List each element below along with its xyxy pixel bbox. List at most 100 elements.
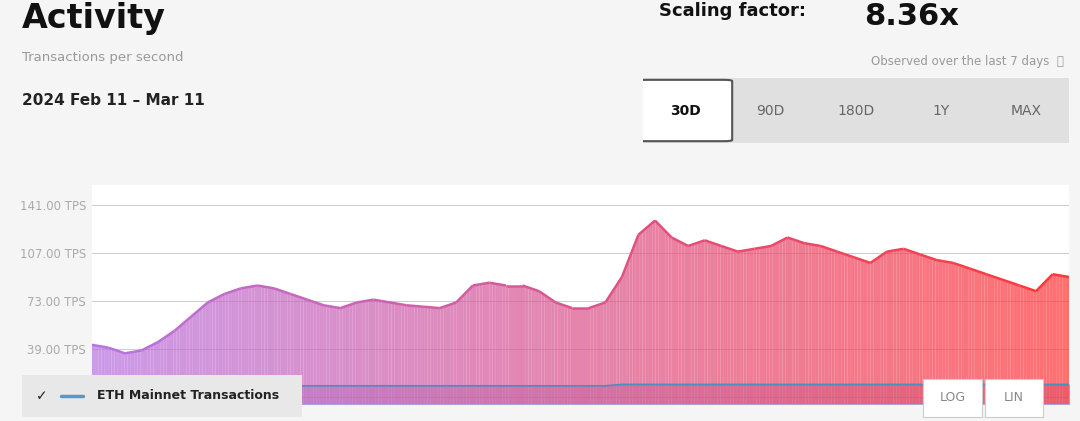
Polygon shape [932,258,935,404]
Polygon shape [975,270,978,404]
Polygon shape [528,288,531,404]
Polygon shape [245,287,248,404]
Polygon shape [777,242,780,404]
Polygon shape [656,221,659,404]
Polygon shape [604,301,607,404]
Polygon shape [219,295,222,404]
Text: Observed over the last 7 days  ⓘ: Observed over the last 7 days ⓘ [870,55,1064,68]
Polygon shape [150,344,153,404]
Polygon shape [265,287,268,404]
Polygon shape [111,349,114,404]
Polygon shape [916,253,919,404]
Polygon shape [483,283,486,404]
Polygon shape [613,285,617,404]
Polygon shape [457,298,460,404]
Polygon shape [239,288,242,404]
Polygon shape [809,244,812,404]
Polygon shape [982,272,985,404]
Polygon shape [1050,274,1053,404]
Polygon shape [659,224,662,404]
Polygon shape [730,249,733,404]
Polygon shape [581,308,584,404]
Polygon shape [522,285,525,404]
Polygon shape [620,274,623,404]
Polygon shape [594,305,597,404]
Polygon shape [408,305,411,404]
Polygon shape [890,250,893,404]
Polygon shape [186,318,190,404]
Polygon shape [880,254,883,404]
Polygon shape [737,251,740,404]
Polygon shape [548,297,551,404]
Polygon shape [183,321,186,404]
Polygon shape [756,248,759,404]
Polygon shape [688,245,691,404]
Polygon shape [557,303,561,404]
Polygon shape [392,303,395,404]
Polygon shape [991,276,995,404]
Polygon shape [399,304,402,404]
Polygon shape [258,285,261,404]
Polygon shape [274,288,278,404]
Polygon shape [1043,281,1047,404]
Polygon shape [766,246,769,404]
Polygon shape [278,290,281,404]
Polygon shape [669,234,672,404]
Polygon shape [617,281,620,404]
Polygon shape [538,291,541,404]
Polygon shape [832,250,835,404]
Polygon shape [284,292,287,404]
Polygon shape [463,292,467,404]
Polygon shape [229,291,232,404]
Polygon shape [544,295,548,404]
Polygon shape [326,306,329,404]
Polygon shape [913,252,916,404]
Polygon shape [1024,287,1027,404]
Polygon shape [303,298,307,404]
Polygon shape [349,304,352,404]
Polygon shape [179,324,183,404]
Polygon shape [939,261,942,404]
Polygon shape [480,284,483,404]
Polygon shape [851,256,854,404]
Polygon shape [806,243,809,404]
Polygon shape [470,285,473,404]
Polygon shape [1030,289,1034,404]
Polygon shape [124,353,127,404]
Polygon shape [147,346,150,404]
Text: 8.36x: 8.36x [864,2,959,31]
Polygon shape [160,338,163,404]
Polygon shape [492,283,496,404]
Polygon shape [630,250,633,404]
Polygon shape [395,303,399,404]
Polygon shape [995,277,998,404]
Polygon shape [193,312,197,404]
Polygon shape [783,238,786,404]
Polygon shape [825,248,828,404]
Polygon shape [268,287,271,404]
Polygon shape [972,269,975,404]
Polygon shape [743,250,746,404]
Polygon shape [206,302,210,404]
Polygon shape [372,300,375,404]
Polygon shape [329,306,333,404]
Polygon shape [525,286,528,404]
Polygon shape [541,293,544,404]
Polygon shape [672,237,675,404]
Polygon shape [896,249,900,404]
Polygon shape [704,240,707,404]
Polygon shape [346,305,349,404]
Polygon shape [662,228,665,404]
Polygon shape [173,329,176,404]
Polygon shape [926,256,929,404]
Polygon shape [467,289,470,404]
Polygon shape [431,307,434,404]
Polygon shape [815,245,819,404]
Polygon shape [157,341,160,404]
Polygon shape [131,352,134,404]
Polygon shape [210,300,213,404]
Polygon shape [359,301,362,404]
Polygon shape [948,262,951,404]
Polygon shape [1001,279,1004,404]
Polygon shape [114,350,118,404]
